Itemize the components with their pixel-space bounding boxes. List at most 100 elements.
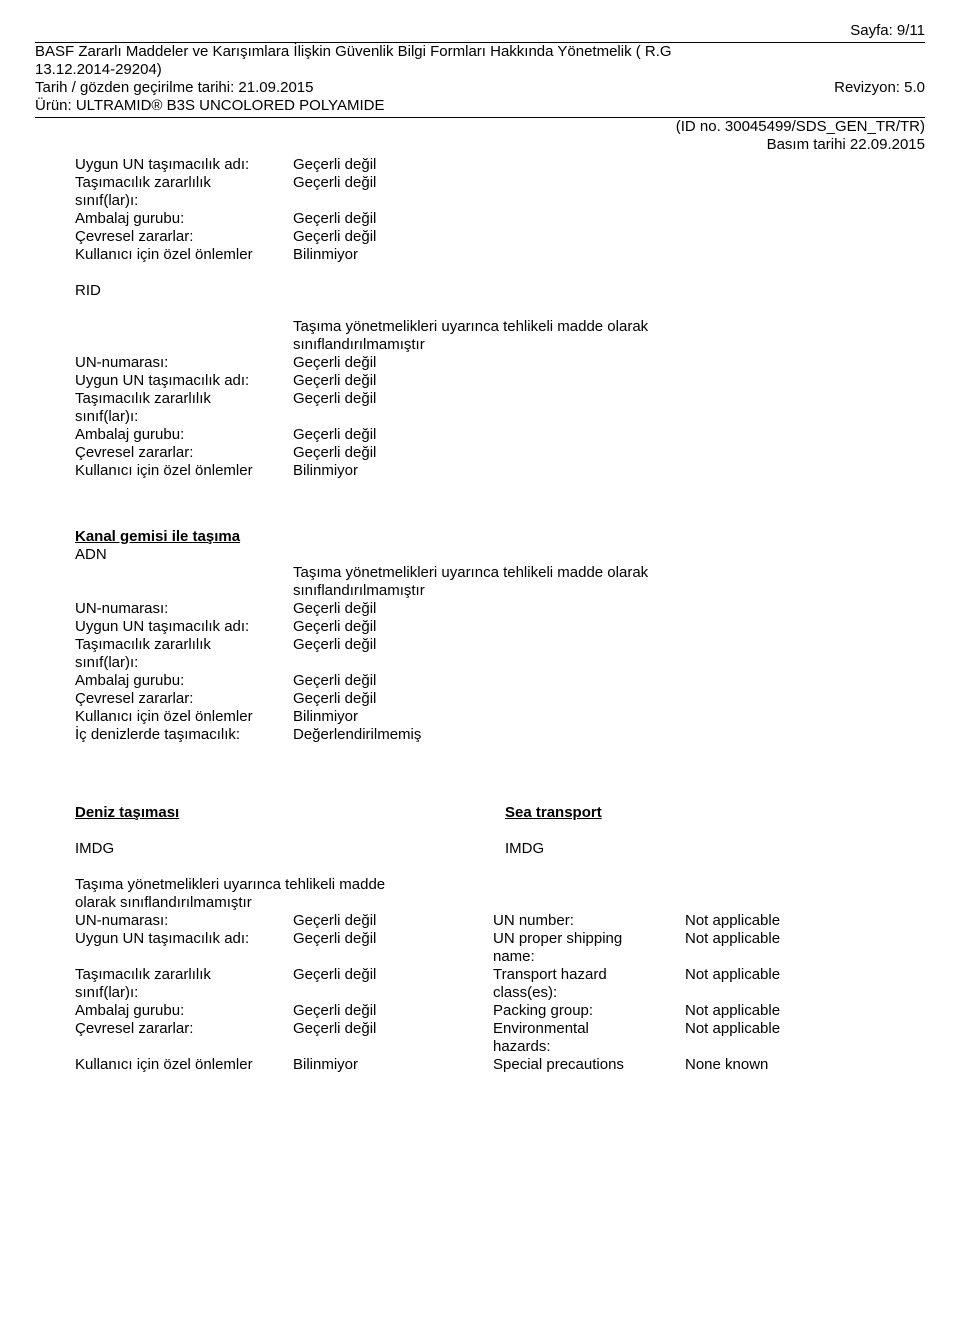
en-hazard1: Transport hazard xyxy=(493,966,685,984)
val: Geçerli değil xyxy=(293,174,925,192)
rid-heading: RID xyxy=(75,282,925,300)
val: Bilinmiyor xyxy=(293,462,925,480)
hdr-revizyon: Revizyon: 5.0 xyxy=(834,79,925,97)
val: Geçerli değil xyxy=(293,618,925,636)
adr-block: Uygun UN taşımacılık adı: Geçerli değil … xyxy=(75,156,925,264)
empty xyxy=(293,948,493,966)
val xyxy=(293,192,925,210)
lbl-un-number: UN-numarası: xyxy=(75,600,293,618)
empty xyxy=(75,564,293,582)
en-val: Not applicable xyxy=(685,912,925,930)
lbl-user-prec: Kullanıcı için özel önlemler xyxy=(75,246,293,264)
hdr-line1: BASF Zararlı Maddeler ve Karışımlara İli… xyxy=(35,43,925,61)
val: Bilinmiyor xyxy=(293,708,925,726)
imdg-row: IMDG IMDG xyxy=(75,840,925,858)
lbl-env: Çevresel zararlar: xyxy=(75,444,293,462)
en-hazard2: class(es): xyxy=(493,984,685,1002)
lbl-hazard1: Taşımacılık zararlılık xyxy=(75,174,293,192)
val: Geçerli değil xyxy=(293,354,925,372)
empty xyxy=(75,948,293,966)
reg-note-tr2: olarak sınıflandırılmamıştır xyxy=(75,894,925,912)
lbl-user-prec: Kullanıcı için özel önlemler xyxy=(75,708,293,726)
en-val: Not applicable xyxy=(685,1002,925,1020)
lbl-user-prec: Kullanıcı için özel önlemler xyxy=(75,462,293,480)
en-packing: Packing group: xyxy=(493,1002,685,1020)
val: Geçerli değil xyxy=(293,210,925,228)
val: Değerlendirilmemiş xyxy=(293,726,925,744)
val xyxy=(293,654,925,672)
val: Bilinmiyor xyxy=(293,246,925,264)
lbl-packing: Ambalaj gurubu: xyxy=(75,210,293,228)
empty xyxy=(75,1038,293,1056)
lbl-un-shipping: Uygun UN taşımacılık adı: xyxy=(75,156,293,174)
val: Geçerli değil xyxy=(293,912,493,930)
lbl-un-number: UN-numarası: xyxy=(75,912,293,930)
adn-block: Taşıma yönetmelikleri uyarınca tehlikeli… xyxy=(75,564,925,744)
val: Geçerli değil xyxy=(293,426,925,444)
lbl-un-number: UN-numarası: xyxy=(75,354,293,372)
en-val: Not applicable xyxy=(685,1020,925,1038)
val: Geçerli değil xyxy=(293,600,925,618)
val: Geçerli değil xyxy=(293,636,925,654)
page-number: Sayfa: 9/11 xyxy=(35,22,925,40)
lbl-hazard2: sınıf(lar)ı: xyxy=(75,192,293,210)
deniz-heading: Deniz taşıması xyxy=(75,804,179,821)
adn-heading: ADN xyxy=(75,546,925,564)
lbl-un-shipping: Uygun UN taşımacılık adı: xyxy=(75,372,293,390)
sea-heading-row: Deniz taşıması Sea transport xyxy=(75,804,925,822)
content: Uygun UN taşımacılık adı: Geçerli değil … xyxy=(35,156,925,1074)
val: Geçerli değil xyxy=(293,156,925,174)
lbl-hazard1: Taşımacılık zararlılık xyxy=(75,636,293,654)
reg-note-tr1: Taşıma yönetmelikleri uyarınca tehlikeli… xyxy=(75,876,925,894)
empty xyxy=(293,984,493,1002)
val: Bilinmiyor xyxy=(293,1056,493,1074)
lbl-env: Çevresel zararlar: xyxy=(75,228,293,246)
en-un-shipping2: name: xyxy=(493,948,685,966)
empty xyxy=(75,336,293,354)
lbl-hazard1: Taşımacılık zararlılık xyxy=(75,390,293,408)
en-val: None known xyxy=(685,1056,925,1074)
hdr-tarih: Tarih / gözden geçirilme tarihi: 21.09.2… xyxy=(35,79,834,97)
lbl-env: Çevresel zararlar: xyxy=(75,1020,293,1038)
lbl-hazard2: sınıf(lar)ı: xyxy=(75,984,293,1002)
hdr-line2: 13.12.2014-29204) xyxy=(35,61,925,79)
val: Geçerli değil xyxy=(293,1020,493,1038)
en-env2: hazards: xyxy=(493,1038,685,1056)
val: Geçerli değil xyxy=(293,672,925,690)
lbl-inland: İç denizlerde taşımacılık: xyxy=(75,726,293,744)
val: Geçerli değil xyxy=(293,690,925,708)
hdr-idno: (ID no. 30045499/SDS_GEN_TR/TR) xyxy=(35,118,925,136)
empty xyxy=(293,1038,493,1056)
lbl-hazard2: sınıf(lar)ı: xyxy=(75,654,293,672)
val: Geçerli değil xyxy=(293,372,925,390)
hdr-basim: Basım tarihi 22.09.2015 xyxy=(35,136,925,154)
kanal-heading: Kanal gemisi ile taşıma xyxy=(75,528,925,546)
sea-heading: Sea transport xyxy=(505,804,602,821)
lbl-packing: Ambalaj gurubu: xyxy=(75,672,293,690)
en-un-shipping1: UN proper shipping xyxy=(493,930,685,948)
en-val: Not applicable xyxy=(685,966,925,984)
hdr-product: Ürün: ULTRAMID® B3S UNCOLORED POLYAMIDE xyxy=(35,97,925,115)
reg-note1: Taşıma yönetmelikleri uyarınca tehlikeli… xyxy=(293,318,925,336)
reg-note1: Taşıma yönetmelikleri uyarınca tehlikeli… xyxy=(293,564,925,582)
empty xyxy=(685,1038,925,1056)
lbl-hazard1: Taşımacılık zararlılık xyxy=(75,966,293,984)
hdr-date-row: Tarih / gözden geçirilme tarihi: 21.09.2… xyxy=(35,79,925,97)
page: Sayfa: 9/11 BASF Zararlı Maddeler ve Kar… xyxy=(0,0,960,1333)
lbl-env: Çevresel zararlar: xyxy=(75,690,293,708)
reg-note2: sınıflandırılmamıştır xyxy=(293,336,925,354)
empty xyxy=(685,984,925,1002)
val: Geçerli değil xyxy=(293,966,493,984)
lbl-user-prec: Kullanıcı için özel önlemler xyxy=(75,1056,293,1074)
lbl-un-shipping: Uygun UN taşımacılık adı: xyxy=(75,930,293,948)
reg-note2: sınıflandırılmamıştır xyxy=(293,582,925,600)
empty xyxy=(685,948,925,966)
imdg-block: UN-numarası: Geçerli değil UN number: No… xyxy=(75,912,925,1074)
val: Geçerli değil xyxy=(293,444,925,462)
en-spec: Special precautions xyxy=(493,1056,685,1074)
val: Geçerli değil xyxy=(293,228,925,246)
imdg-left: IMDG xyxy=(75,840,505,858)
empty xyxy=(75,318,293,336)
val: Geçerli değil xyxy=(293,930,493,948)
empty xyxy=(75,582,293,600)
